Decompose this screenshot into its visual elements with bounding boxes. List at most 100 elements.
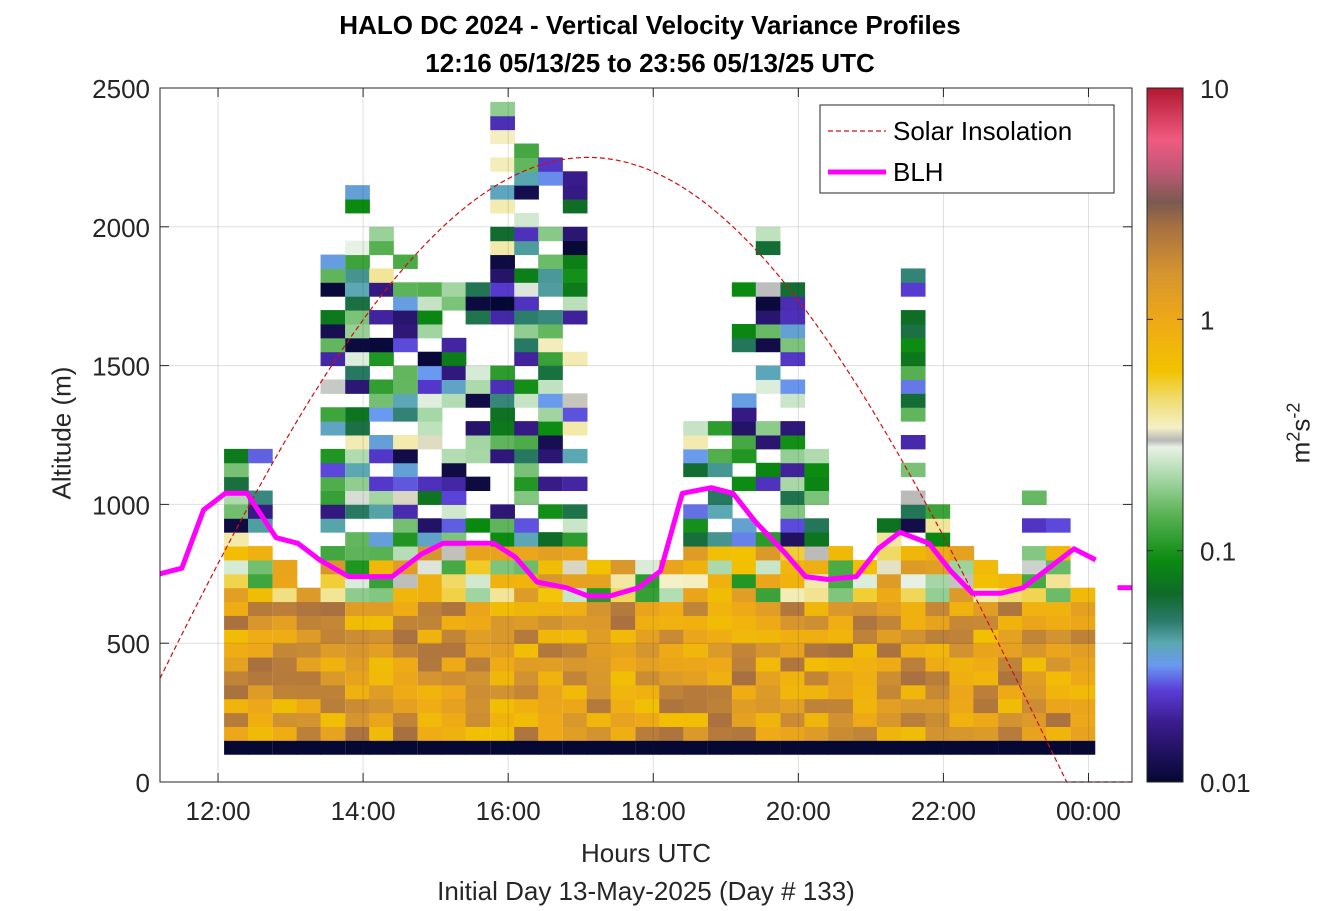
heatmap-cell bbox=[562, 351, 588, 367]
heatmap-cell bbox=[562, 601, 588, 616]
heatmap-cell bbox=[852, 698, 878, 714]
heatmap-cell bbox=[514, 476, 539, 492]
heatmap-cell bbox=[320, 476, 346, 492]
heatmap-cell bbox=[465, 448, 491, 464]
heatmap-cell bbox=[780, 712, 806, 727]
heatmap-cell bbox=[780, 740, 806, 755]
heatmap-cell bbox=[852, 615, 878, 630]
heatmap-cell bbox=[393, 657, 418, 672]
heatmap-cell bbox=[490, 226, 515, 242]
heatmap-cell bbox=[248, 629, 273, 644]
heatmap-cell bbox=[973, 698, 999, 714]
heatmap-cell bbox=[538, 282, 563, 297]
heatmap-cell bbox=[659, 587, 684, 603]
heatmap-cell bbox=[345, 532, 370, 547]
heatmap-cell bbox=[393, 379, 418, 394]
heatmap-cell bbox=[514, 240, 539, 256]
heatmap-cell bbox=[755, 240, 781, 256]
heatmap-cell bbox=[345, 670, 370, 686]
heatmap-cell bbox=[369, 670, 394, 686]
heatmap-cell bbox=[224, 601, 249, 616]
heatmap-cell bbox=[900, 657, 926, 672]
heatmap-cell bbox=[369, 310, 394, 325]
heatmap-cell bbox=[780, 310, 806, 325]
heatmap-cell bbox=[320, 684, 346, 700]
heatmap-cell bbox=[973, 684, 999, 700]
heatmap-cell bbox=[780, 726, 806, 741]
heatmap-cell bbox=[224, 657, 249, 672]
heatmap-cell bbox=[900, 365, 926, 380]
heatmap-cell bbox=[514, 684, 539, 700]
heatmap-cell bbox=[224, 615, 249, 630]
heatmap-cell bbox=[973, 573, 999, 589]
heatmap-cell bbox=[780, 476, 806, 492]
heatmap-cell bbox=[490, 268, 515, 283]
heatmap-cell bbox=[1045, 726, 1071, 741]
heatmap-cell bbox=[707, 573, 733, 589]
heatmap-cell bbox=[490, 684, 515, 700]
heatmap-cell bbox=[514, 226, 539, 242]
heatmap-cell bbox=[369, 629, 394, 644]
heatmap-cell bbox=[490, 559, 515, 575]
heatmap-cell bbox=[417, 379, 443, 394]
heatmap-cell bbox=[610, 670, 636, 686]
heatmap-cell bbox=[224, 629, 249, 644]
heatmap-cell bbox=[320, 268, 346, 283]
heatmap-cell bbox=[900, 379, 926, 394]
heatmap-cell bbox=[1045, 657, 1071, 672]
heatmap-cell bbox=[417, 726, 443, 741]
heatmap-cell bbox=[1021, 518, 1047, 533]
heatmap-cell bbox=[683, 629, 708, 644]
heatmap-cell bbox=[1070, 615, 1096, 630]
heatmap-cell bbox=[707, 629, 733, 644]
heatmap-cell bbox=[320, 573, 346, 589]
heatmap-cell bbox=[755, 712, 781, 727]
heatmap-cell bbox=[248, 726, 273, 741]
heatmap-cell bbox=[780, 435, 806, 450]
heatmap-cell bbox=[1070, 657, 1096, 672]
heatmap-cell bbox=[393, 462, 418, 478]
heatmap-cell bbox=[345, 629, 370, 644]
heatmap-cell bbox=[804, 684, 830, 700]
heatmap-cell bbox=[804, 643, 830, 658]
heatmap-cell bbox=[1045, 615, 1071, 630]
heatmap-cell bbox=[1045, 670, 1071, 686]
heatmap-cell bbox=[683, 435, 708, 450]
heatmap-cell bbox=[586, 712, 612, 727]
heatmap-cell bbox=[393, 546, 418, 561]
heatmap-cell bbox=[731, 712, 757, 727]
heatmap-cell bbox=[973, 657, 999, 672]
heatmap-cell bbox=[490, 698, 515, 714]
heatmap-cell bbox=[659, 559, 684, 575]
heatmap-cell bbox=[562, 185, 588, 200]
heatmap-cell bbox=[876, 546, 902, 561]
heatmap-cell bbox=[320, 587, 346, 603]
y-axis-ticks: 0 500 1000 1500 2000 2500 bbox=[92, 74, 1132, 798]
heatmap-cell bbox=[465, 379, 491, 394]
heatmap-cell bbox=[828, 684, 853, 700]
heatmap-cell bbox=[465, 393, 491, 408]
heatmap-cells bbox=[224, 101, 1096, 755]
heatmap-cell bbox=[683, 698, 708, 714]
heatmap-cell bbox=[925, 657, 951, 672]
heatmap-cell bbox=[828, 615, 853, 630]
heatmap-cell bbox=[707, 546, 733, 561]
heatmap-cell bbox=[538, 615, 563, 630]
heatmap-cell bbox=[320, 504, 346, 519]
heatmap-cell bbox=[828, 587, 853, 603]
heatmap-cell bbox=[1021, 726, 1047, 741]
x-axis-label: Hours UTC bbox=[580, 838, 711, 868]
heatmap-cell bbox=[562, 518, 588, 533]
heatmap-cell bbox=[1021, 601, 1047, 616]
heatmap-cell bbox=[755, 615, 781, 630]
heatmap-cell bbox=[731, 643, 757, 658]
heatmap-cell bbox=[441, 712, 467, 727]
heatmap-cell bbox=[804, 740, 830, 755]
heatmap-cell bbox=[780, 296, 806, 311]
heatmap-cell bbox=[248, 601, 273, 616]
heatmap-cell bbox=[465, 282, 491, 297]
heatmap-cell bbox=[1021, 629, 1047, 644]
heatmap-cell bbox=[490, 421, 515, 436]
heatmap-cell bbox=[900, 629, 926, 644]
